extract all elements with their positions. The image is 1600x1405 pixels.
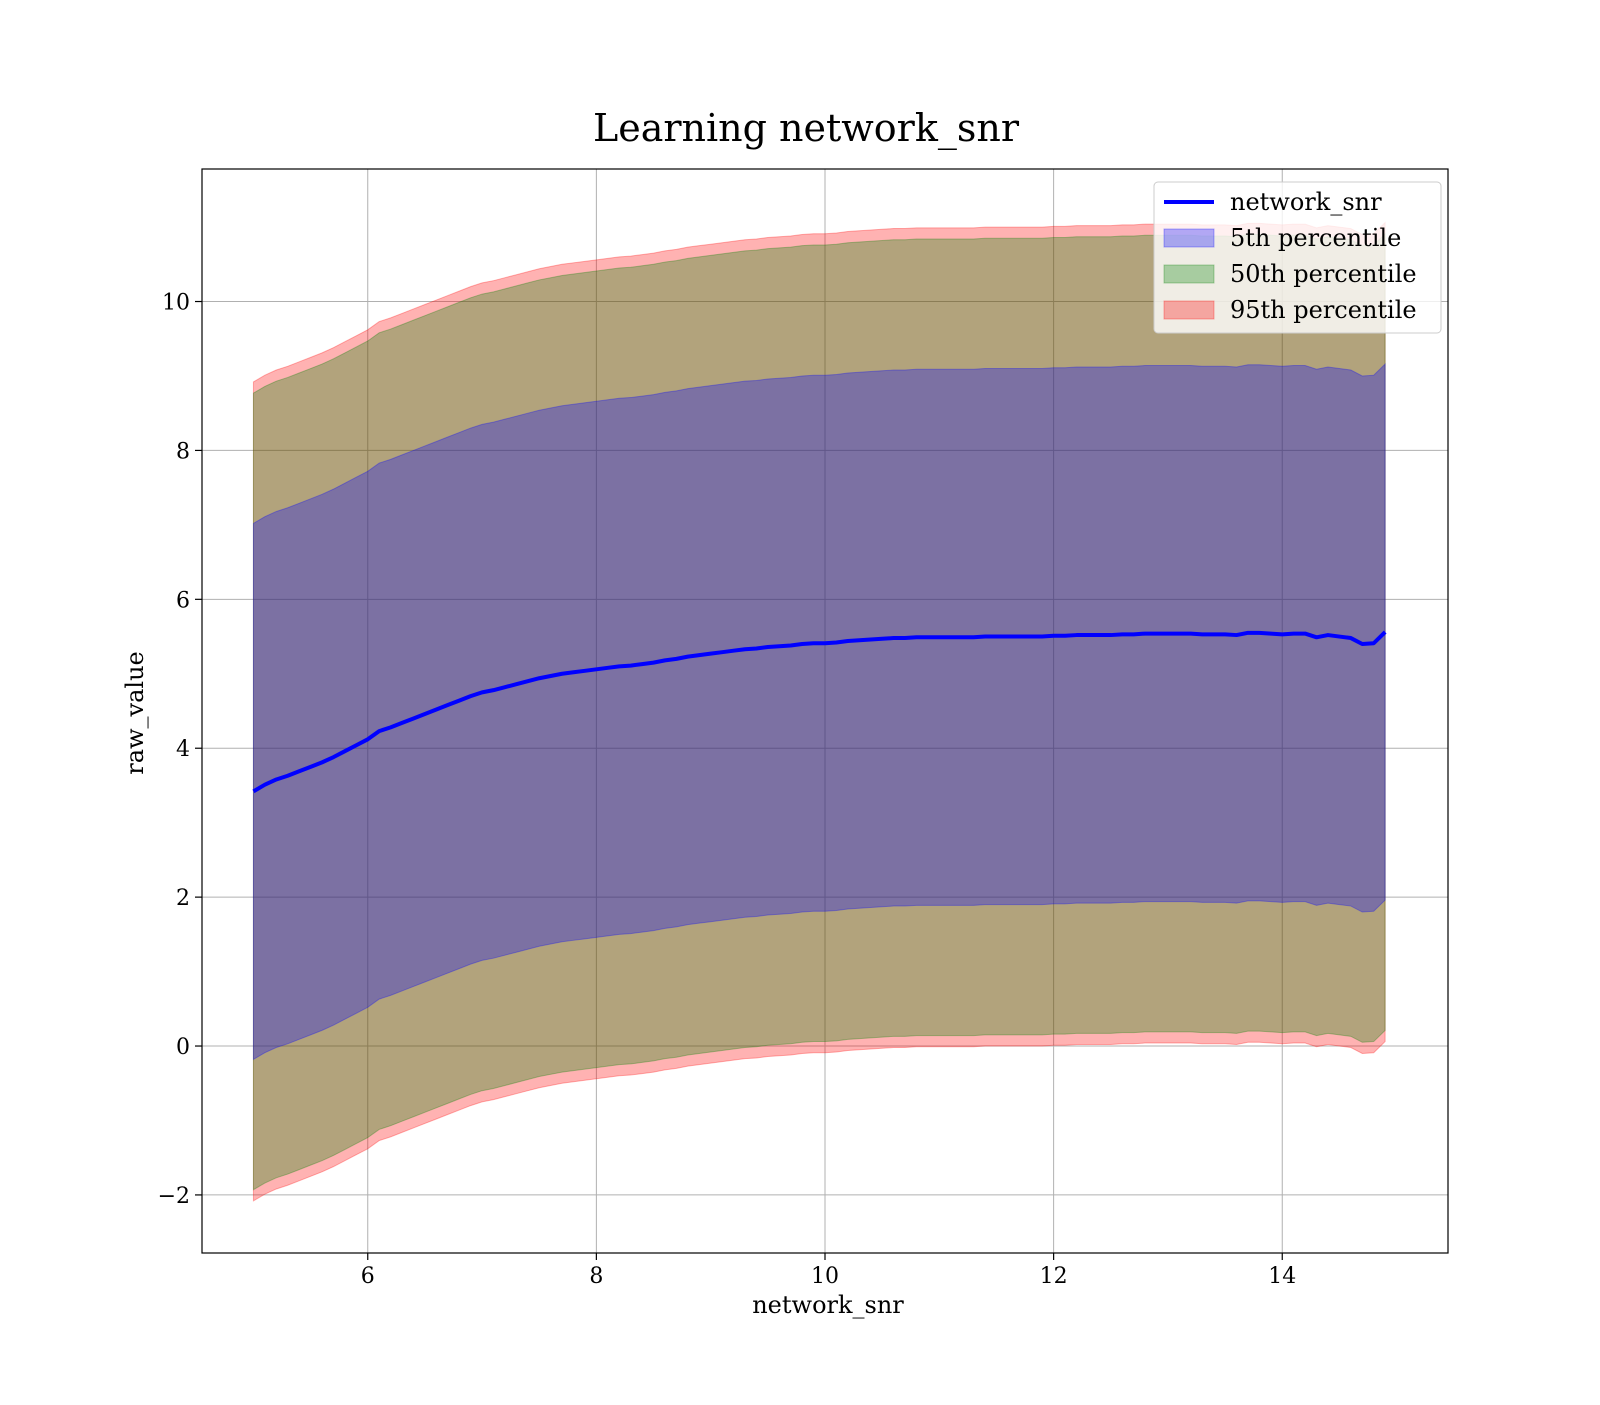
x-tick-label: 10 — [811, 1264, 839, 1289]
y-tick-label: 4 — [176, 737, 190, 762]
legend-label-95th-percentile: 95th percentile — [1230, 296, 1417, 324]
band-95th-percentile — [252, 221, 1386, 1202]
y-tick-label: 2 — [176, 886, 190, 911]
series-line-network-snr — [252, 630, 1387, 794]
legend-swatch-95th-percentile — [1163, 300, 1215, 320]
legend-label-50th-percentile: 50th percentile — [1230, 260, 1417, 288]
x-tick-label: 12 — [1040, 1264, 1068, 1289]
legend-swatch-50th-percentile — [1163, 264, 1215, 284]
y-tick-label: 10 — [162, 291, 190, 316]
y-tick-label: −2 — [158, 1184, 190, 1209]
series-lines — [252, 630, 1387, 794]
legend: network_snr 5th percentile 50th percentile… — [1153, 181, 1442, 334]
y-tick-label: 0 — [176, 1035, 190, 1060]
band-5th-percentile — [252, 362, 1386, 1061]
x-tick-label: 6 — [361, 1264, 375, 1289]
legend-label-5th-percentile: 5th percentile — [1230, 224, 1401, 252]
legend-swatch-5th-percentile — [1163, 228, 1215, 248]
grid — [202, 169, 1448, 1253]
band-50th-percentile — [252, 232, 1386, 1191]
chart-title: Learning network_snr — [593, 106, 1020, 151]
x-axis-label: network_snr — [752, 1291, 904, 1319]
percentile-bands — [252, 221, 1386, 1202]
x-tick-label: 8 — [589, 1264, 603, 1289]
y-tick-label: 8 — [176, 439, 190, 464]
legend-label-network-snr: network_snr — [1230, 188, 1382, 216]
ticks: 6 8 10 12 14 −2 0 2 4 6 8 10 — [158, 291, 1297, 1289]
legend-box — [1153, 181, 1442, 334]
x-tick-label: 14 — [1268, 1264, 1296, 1289]
y-axis-label: raw_value — [121, 651, 149, 775]
y-tick-label: 6 — [176, 588, 190, 613]
